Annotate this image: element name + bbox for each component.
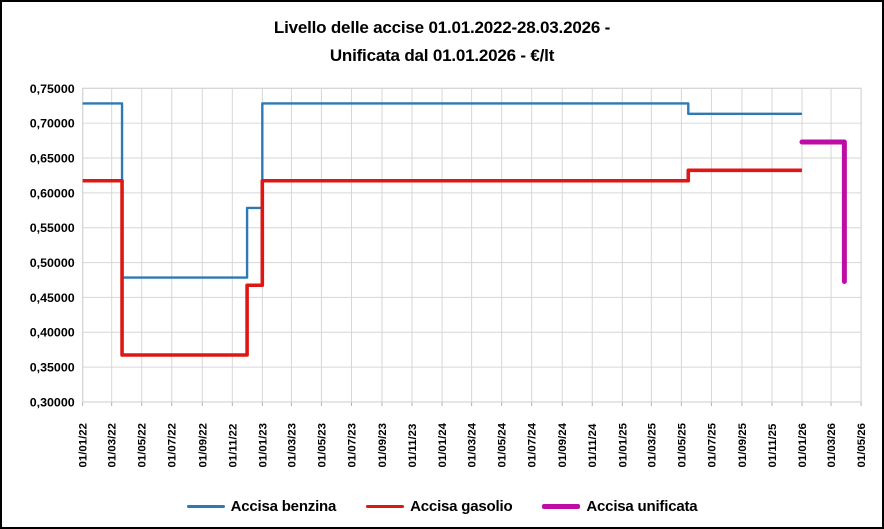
svg-text:01/07/24: 01/07/24 [527,422,539,467]
legend-line-swatch-benzina [186,505,225,508]
svg-text:0,45000: 0,45000 [30,291,75,305]
legend-line-swatch-unificata [542,504,581,509]
svg-text:01/05/25: 01/05/25 [676,422,688,467]
svg-text:01/01/23: 01/01/23 [257,423,269,467]
legend-item-accisa-gasolio: Accisa gasolio [366,498,513,515]
svg-text:01/11/22: 01/11/22 [227,424,239,468]
legend-line-swatch-gasolio [366,504,405,509]
series-lines [82,102,847,357]
svg-text:01/11/24: 01/11/24 [587,423,599,467]
svg-text:01/09/22: 01/09/22 [197,423,209,467]
series-line-accisa-gasolio [82,168,802,357]
svg-text:01/03/26: 01/03/26 [826,423,838,467]
legend-label-gasolio: Accisa gasolio [410,498,513,515]
svg-text:01/03/23: 01/03/23 [286,423,298,467]
svg-text:01/09/25: 01/09/25 [737,422,749,467]
svg-text:01/01/25: 01/01/25 [617,422,629,467]
legend-label-benzina: Accisa benzina [230,498,337,515]
svg-text:01/01/22: 01/01/22 [78,423,90,467]
legend-item-accisa-benzina: Accisa benzina [186,498,337,515]
svg-text:01/11/25: 01/11/25 [767,423,779,467]
x-axis-labels: 01/01/22 01/03/22 01/05/22 01/07/22 01/09/22… [78,422,868,467]
svg-text:01/07/22: 01/07/22 [167,423,179,467]
svg-text:0,65000: 0,65000 [30,152,75,166]
chart-title-line1: Livello delle accise 01.01.2022-28.03.20… [273,18,611,37]
legend-label-unificata: Accisa unificata [586,498,698,515]
svg-text:0,70000: 0,70000 [30,117,75,131]
plot-border [82,87,862,403]
svg-text:01/03/25: 01/03/25 [646,422,658,467]
svg-text:01/05/24: 01/05/24 [497,422,509,467]
svg-text:01/01/26: 01/01/26 [797,423,809,467]
series-line-accisa-unificata [799,139,847,284]
chart-legend: Accisa benzina Accisa gasolio Accisa uni… [2,498,882,515]
svg-text:0,35000: 0,35000 [30,361,75,375]
svg-text:01/03/22: 01/03/22 [107,423,119,467]
chart-title-line2: Unificata dal 01.01.2026 - €/lt [329,46,555,65]
svg-text:01/05/22: 01/05/22 [137,423,149,467]
y-axis-labels: 0,75000 0,70000 0,65000 0,60000 0,55000 0,500… [30,82,75,410]
svg-text:01/09/24: 01/09/24 [557,422,569,467]
svg-text:01/07/23: 01/07/23 [346,423,358,467]
legend-item-accisa-unificata: Accisa unificata [542,498,698,515]
svg-text:0,50000: 0,50000 [30,256,75,270]
chart-title: Livello delle accise 01.01.2022-28.03.20… [2,14,882,70]
svg-text:0,40000: 0,40000 [30,326,75,340]
svg-text:0,75000: 0,75000 [30,82,75,96]
svg-text:01/03/24: 01/03/24 [467,422,479,467]
svg-text:01/07/25: 01/07/25 [706,422,718,467]
axis-ticks [82,401,862,406]
svg-text:0,55000: 0,55000 [30,221,75,235]
svg-text:01/09/23: 01/09/23 [377,423,389,467]
svg-text:0,60000: 0,60000 [30,186,75,200]
svg-text:01/11/23: 01/11/23 [407,424,419,468]
svg-text:01/05/26: 01/05/26 [856,423,868,467]
svg-text:01/01/24: 01/01/24 [437,422,449,467]
svg-text:01/05/23: 01/05/23 [316,423,328,467]
svg-text:0,30000: 0,30000 [30,395,75,409]
